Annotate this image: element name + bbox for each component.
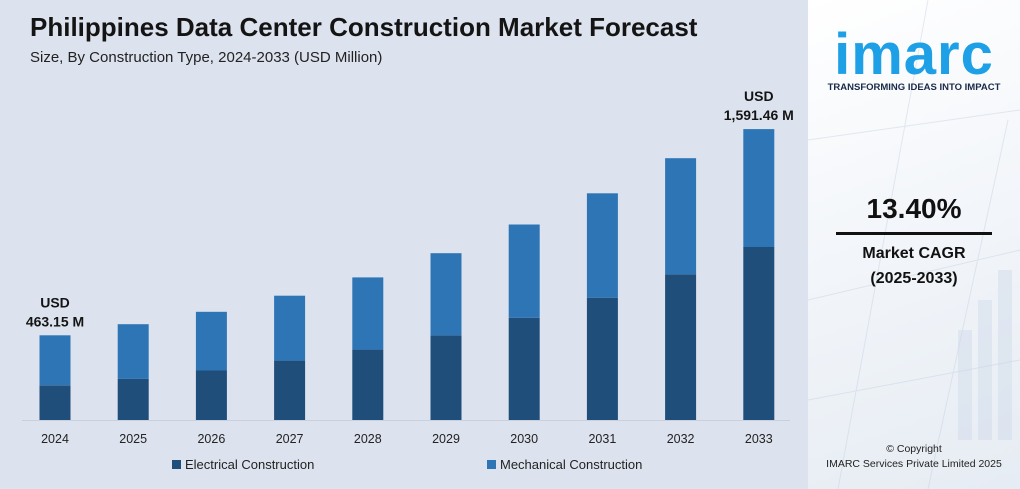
- bar-mechanical-2031: [586, 193, 618, 298]
- x-tick-label-2030: 2030: [510, 432, 538, 446]
- bar-electrical-2027: [274, 360, 306, 420]
- bar-mechanical-2030: [508, 224, 540, 318]
- x-tick-label-2033: 2033: [745, 432, 773, 446]
- value-annotations: USD 463.15 M USD 1,591.46 M: [26, 88, 794, 329]
- copyright-org: IMARC Services Private Limited 2025: [826, 458, 1002, 470]
- x-tick-label-2027: 2027: [276, 432, 304, 446]
- chart-panel: Philippines Data Center Construction Mar…: [0, 0, 808, 489]
- bar-electrical-2033: [743, 247, 775, 420]
- legend-swatch-electrical: [172, 460, 181, 469]
- annotation-2033-line1: USD: [744, 88, 774, 104]
- legend-item-mechanical: Mechanical Construction: [487, 457, 642, 472]
- annotation-2024-line1: USD: [40, 294, 70, 310]
- bar-electrical-2026: [195, 370, 227, 420]
- bar-mechanical-2028: [352, 277, 384, 350]
- legend-label-mechanical: Mechanical Construction: [500, 457, 643, 472]
- legend-label-electrical: Electrical Construction: [185, 457, 315, 472]
- bar-mechanical-2024: [39, 335, 71, 386]
- copyright-text: © Copyright: [886, 443, 942, 455]
- bar-electrical-2028: [352, 349, 384, 420]
- logo-tagline: TRANSFORMING IDEAS INTO IMPACT: [827, 82, 1001, 93]
- cagr-period: (2025-2033): [870, 270, 958, 287]
- bar-mechanical-2029: [430, 253, 462, 336]
- legend-swatch-mechanical: [487, 460, 496, 469]
- chart-title: Philippines Data Center Construction Mar…: [30, 12, 698, 42]
- chart-subtitle: Size, By Construction Type, 2024-2033 (U…: [30, 49, 383, 66]
- bar-chart: 2024 2025 2026 2027 2028 2029 2030 2031 2032 2033…: [22, 88, 794, 446]
- legend: Electrical Construction Mechanical Const…: [0, 457, 808, 475]
- imarc-logo: imarc: [834, 22, 994, 87]
- cagr-label: Market CAGR: [862, 245, 966, 262]
- bar-electrical-2025: [117, 378, 149, 420]
- bars-group: [39, 129, 775, 420]
- x-tick-label-2028: 2028: [354, 432, 382, 446]
- side-panel: imarc TRANSFORMING IDEAS INTO IMPACT 13.…: [808, 0, 1020, 489]
- annotation-2024-line2: 463.15 M: [26, 313, 84, 329]
- x-tick-label-2031: 2031: [588, 432, 616, 446]
- bar-electrical-2030: [508, 317, 540, 420]
- cagr-divider: [836, 232, 992, 235]
- bar-mechanical-2032: [665, 158, 697, 275]
- bar-electrical-2024: [39, 385, 71, 420]
- legend-item-electrical: Electrical Construction: [172, 457, 314, 472]
- bar-mechanical-2026: [195, 311, 227, 371]
- annotation-2033-line2: 1,591.46 M: [724, 107, 794, 123]
- bar-electrical-2032: [665, 274, 697, 420]
- x-tick-label-2024: 2024: [41, 432, 69, 446]
- bar-mechanical-2025: [117, 324, 149, 379]
- cagr-value: 13.40%: [866, 193, 962, 224]
- bar-electrical-2029: [430, 335, 462, 420]
- background-decoration: [808, 0, 1020, 489]
- x-tick-labels: 2024 2025 2026 2027 2028 2029 2030 2031 2032 2033: [41, 432, 773, 446]
- bar-mechanical-2033: [743, 129, 775, 247]
- x-tick-label-2029: 2029: [432, 432, 460, 446]
- x-tick-label-2032: 2032: [667, 432, 695, 446]
- x-tick-label-2026: 2026: [197, 432, 225, 446]
- x-tick-label-2025: 2025: [119, 432, 147, 446]
- bar-mechanical-2027: [274, 295, 306, 361]
- bar-electrical-2031: [586, 297, 618, 420]
